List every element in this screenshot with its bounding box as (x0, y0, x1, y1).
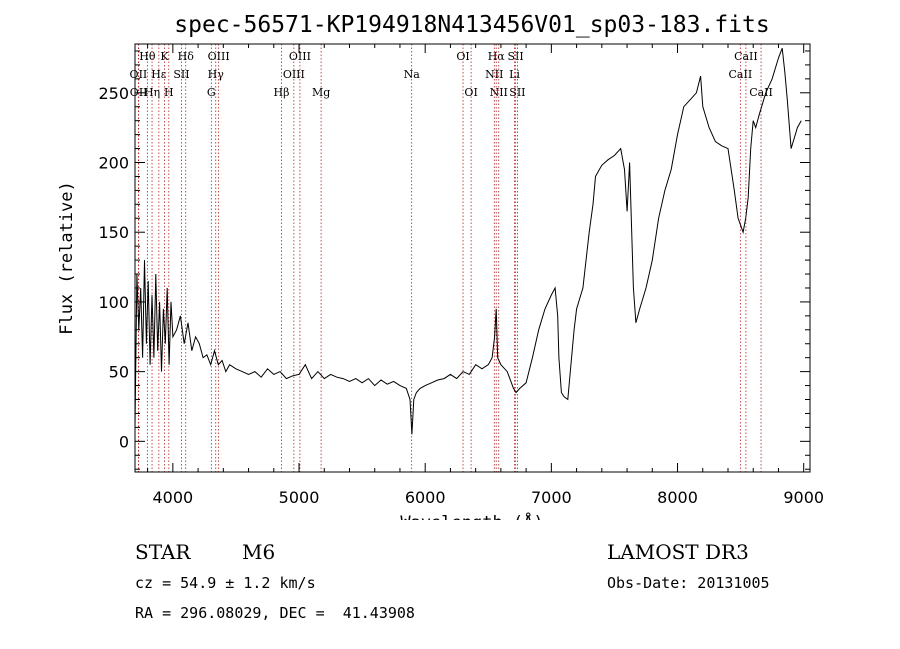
marker-label-12: Hγ (208, 68, 225, 81)
y-tick-label-5: 250 (98, 84, 129, 103)
marker-label-23: Mg (312, 86, 330, 99)
observation-date: Obs-Date: 20131005 (607, 574, 770, 592)
x-tick-label-0: 4000 (152, 488, 193, 507)
marker-label-14: Na (404, 68, 421, 81)
x-tick-label-2: 6000 (405, 488, 446, 507)
marker-label-25: NII (490, 86, 508, 99)
spectrum-line (134, 48, 802, 435)
x-tick-label-1: 5000 (279, 488, 320, 507)
y-tick-label-4: 200 (98, 154, 129, 173)
x-tick-label-4: 8000 (657, 488, 698, 507)
y-tick-label-3: 150 (98, 223, 129, 242)
y-axis-label: Flux (relative) (57, 181, 77, 335)
marker-label-4: OIII (289, 50, 311, 63)
marker-label-6: Hα (488, 50, 506, 63)
x-tick-label-5: 9000 (783, 488, 824, 507)
survey-name: LAMOST DR3 (607, 540, 749, 564)
x-tick-label-3: 7000 (531, 488, 572, 507)
marker-label-26: SII (509, 86, 525, 99)
marker-label-22: Hβ (274, 86, 290, 99)
marker-label-2: Hδ (178, 50, 195, 63)
marker-label-5: OI (456, 50, 469, 63)
marker-label-7: SII (508, 50, 524, 63)
marker-label-19: Hη (144, 86, 160, 99)
marker-label-20: H (164, 86, 174, 99)
x-axis-label: Wavelength (Å) (400, 511, 543, 520)
y-tick-label-1: 50 (109, 363, 129, 382)
marker-label-21: G (207, 86, 216, 99)
marker-label-10: Hε (151, 68, 167, 81)
marker-label-1: K (160, 50, 169, 63)
marker-label-11: SII (173, 68, 189, 81)
marker-label-17: CaII (729, 68, 753, 81)
marker-label-13: OIII (283, 68, 305, 81)
marker-label-27: CaII (749, 86, 773, 99)
marker-label-24: OI (464, 86, 477, 99)
y-tick-label-0: 0 (119, 432, 129, 451)
marker-label-9: OII (130, 68, 148, 81)
object-class: STAR (135, 540, 191, 564)
object-subclass: M6 (242, 540, 276, 564)
plot-frame (134, 43, 811, 473)
y-axis: 0 50 100 150 200 250 (98, 50, 810, 470)
marker-label-0: Hθ (139, 50, 156, 63)
marker-label-3: OIII (208, 50, 230, 63)
marker-label-8: CaII (734, 50, 758, 63)
spectrum-chart: spec-56571-KP194918N413456V01_sp03-183.f… (57, 12, 824, 520)
x-axis: 4000 5000 6000 7000 8000 9000 (147, 44, 824, 507)
chart-title: spec-56571-KP194918N413456V01_sp03-183.f… (174, 12, 769, 38)
marker-label-15: NII (485, 68, 503, 81)
y-tick-label-2: 100 (98, 293, 129, 312)
sky-coordinates: RA = 296.08029, DEC = 41.43908 (135, 604, 415, 622)
redshift-value: cz = 54.9 ± 1.2 km/s (135, 574, 316, 592)
marker-label-16: Li (509, 68, 520, 81)
